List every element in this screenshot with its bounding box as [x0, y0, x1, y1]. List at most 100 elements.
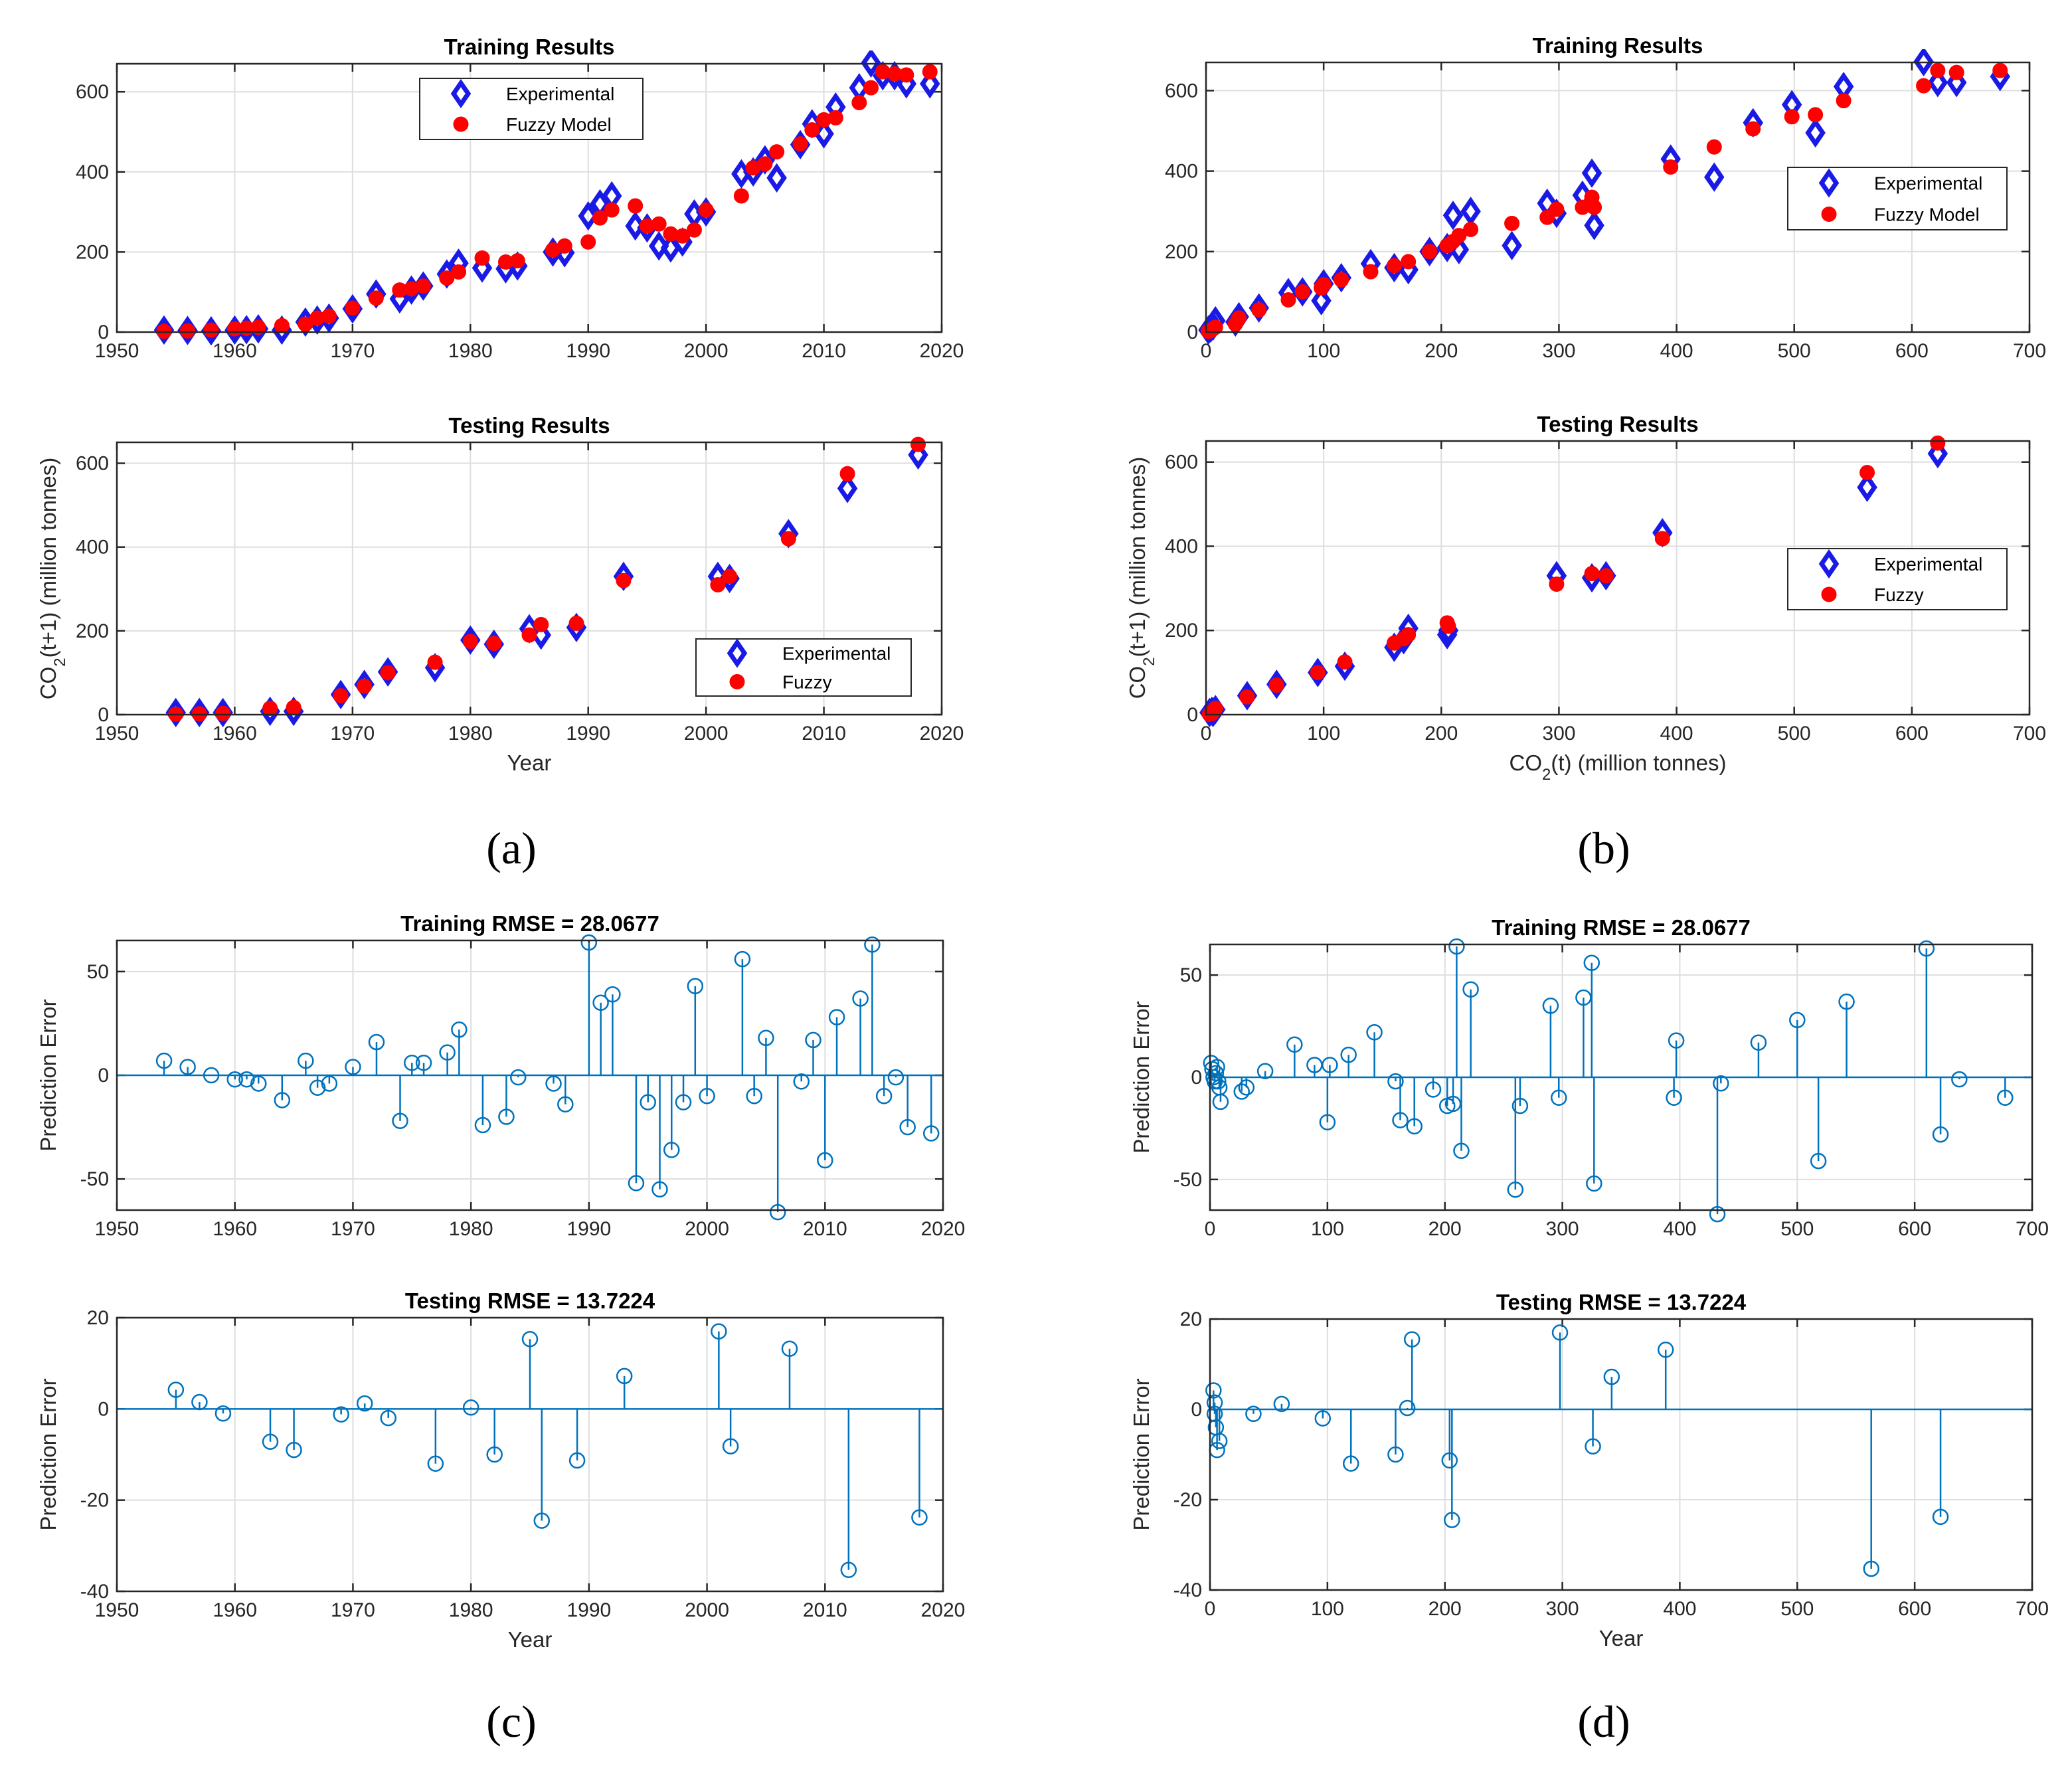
y-tick-label: 0 [1187, 704, 1198, 726]
experimental-point [1805, 118, 1826, 148]
stem-marker [167, 1381, 185, 1398]
x-tick-label: 100 [1307, 340, 1340, 362]
experimental-point [1913, 49, 1934, 76]
data-marks [1205, 1324, 2032, 1577]
y-axis-label: Prediction Error [1129, 1001, 1154, 1153]
x-tick-label: 0 [1205, 1218, 1216, 1240]
panel-a: 1950 1960 1970 1980 1990 2000 2010 202002004006… [36, 35, 964, 873]
stem-marker [769, 1203, 786, 1221]
experimental-point [1927, 438, 1948, 469]
stem-marker [852, 990, 869, 1007]
stem-series [1203, 938, 2014, 1223]
x-tick-label: 1970 [331, 1218, 375, 1240]
y-tick-label: 600 [76, 453, 109, 475]
stem-marker [828, 1009, 845, 1025]
x-tick-label: 2010 [802, 340, 846, 362]
x-tick-label: 2020 [920, 723, 964, 745]
y-tick-label: 0 [98, 1398, 109, 1420]
x-tick-label: 1990 [566, 340, 610, 362]
stem-marker [1448, 938, 1465, 955]
x-tick-label: 1950 [95, 340, 139, 362]
label-text-part: (t+1) (million tonnes) [36, 458, 60, 658]
x-tick-label: 500 [1778, 340, 1811, 362]
stem-marker [557, 1096, 574, 1112]
stem-marker [758, 1029, 774, 1047]
fuzzy-point [321, 308, 337, 324]
stem-marker [1551, 1324, 1569, 1341]
stem-marker [309, 1079, 326, 1096]
fuzzy-point [839, 466, 855, 482]
grid [1206, 441, 2029, 715]
stem-marker [155, 1052, 173, 1069]
experimental-point [920, 68, 940, 99]
experimental-point [531, 620, 551, 650]
stem-marker [321, 1075, 338, 1092]
fuzzy-point [1207, 319, 1223, 335]
y-tick-label: 200 [76, 620, 109, 642]
x-tick-label: 300 [1542, 723, 1575, 745]
fuzzy-point [427, 654, 443, 670]
stem-marker [509, 1069, 527, 1086]
x-tick-label: 400 [1660, 340, 1693, 362]
x-tick-label: 2010 [802, 723, 846, 745]
stem-marker [1453, 1142, 1470, 1160]
stem-marker [651, 1181, 668, 1198]
stem-marker [1340, 1046, 1357, 1063]
fuzzy-point [191, 706, 207, 722]
plot-b-testing-results: 0 100 200 300 400 500 600 700 0 200 400 600 Testing … [1125, 412, 2046, 784]
stem-marker [1399, 1399, 1416, 1417]
stem-marker [1406, 1118, 1423, 1135]
x-tick-label: 600 [1895, 723, 1929, 745]
x-tick-label: 700 [2013, 340, 2046, 362]
stem-marker [427, 1455, 444, 1472]
x-tick-label: 200 [1424, 723, 1458, 745]
legend-label: Experimental [1874, 554, 1982, 575]
stem-marker [580, 934, 598, 951]
stem-marker [1709, 1205, 1726, 1223]
stem-marker [1286, 1036, 1303, 1053]
fuzzy-point [616, 573, 632, 588]
y-axis-label: CO2(t+1) (million tonnes) [1125, 457, 1158, 699]
experimental-point [648, 231, 669, 261]
stem-marker [1666, 1089, 1682, 1106]
x-tick-label: 2000 [684, 723, 729, 745]
x-axis-label: Year [1599, 1626, 1644, 1650]
fuzzy-point [1930, 435, 1946, 451]
y-tick-label: 50 [87, 961, 109, 983]
y-tick-label: -50 [80, 1168, 109, 1190]
stem-marker [521, 1331, 539, 1348]
x-tick-label: 2020 [921, 1218, 966, 1240]
x-tick-label: 1960 [213, 1599, 257, 1621]
y-tick-label: -20 [1173, 1489, 1202, 1511]
y-tick-label: 400 [76, 537, 109, 559]
fuzzy-point [1836, 93, 1852, 109]
experimental-point [1584, 211, 1604, 240]
x-tick-label: 1960 [213, 1218, 257, 1240]
stem-marker [1657, 1341, 1674, 1358]
stem-marker [746, 1087, 762, 1105]
stem-marker [356, 1395, 373, 1412]
panel-label-c: (c) [486, 1696, 536, 1747]
experimental-point [1581, 158, 1602, 188]
experimental-point [861, 50, 881, 78]
chart-title: Testing Results [448, 413, 610, 438]
y-axis-label: Prediction Error [1129, 1378, 1154, 1530]
label-subscript: 2 [51, 658, 69, 666]
stem-marker [1366, 1024, 1383, 1041]
x-tick-label: 1990 [566, 1599, 611, 1621]
fuzzy-point [1268, 677, 1284, 693]
fuzzy-point [1948, 64, 1964, 80]
experimental-point [1704, 162, 1725, 192]
fuzzy-point [262, 701, 278, 717]
label-text-part: (t) (million tonnes) [1551, 751, 1726, 775]
fuzzy-point [1504, 215, 1520, 231]
stem-marker [875, 1087, 893, 1105]
experimental-point [578, 201, 598, 231]
fuzzy-point [333, 688, 349, 704]
y-tick-label: -40 [1173, 1579, 1202, 1601]
y-axis-label: Prediction Error [36, 999, 60, 1151]
stem-marker [404, 1055, 420, 1071]
fuzzy-point [757, 156, 773, 172]
data-marks [117, 934, 943, 1221]
